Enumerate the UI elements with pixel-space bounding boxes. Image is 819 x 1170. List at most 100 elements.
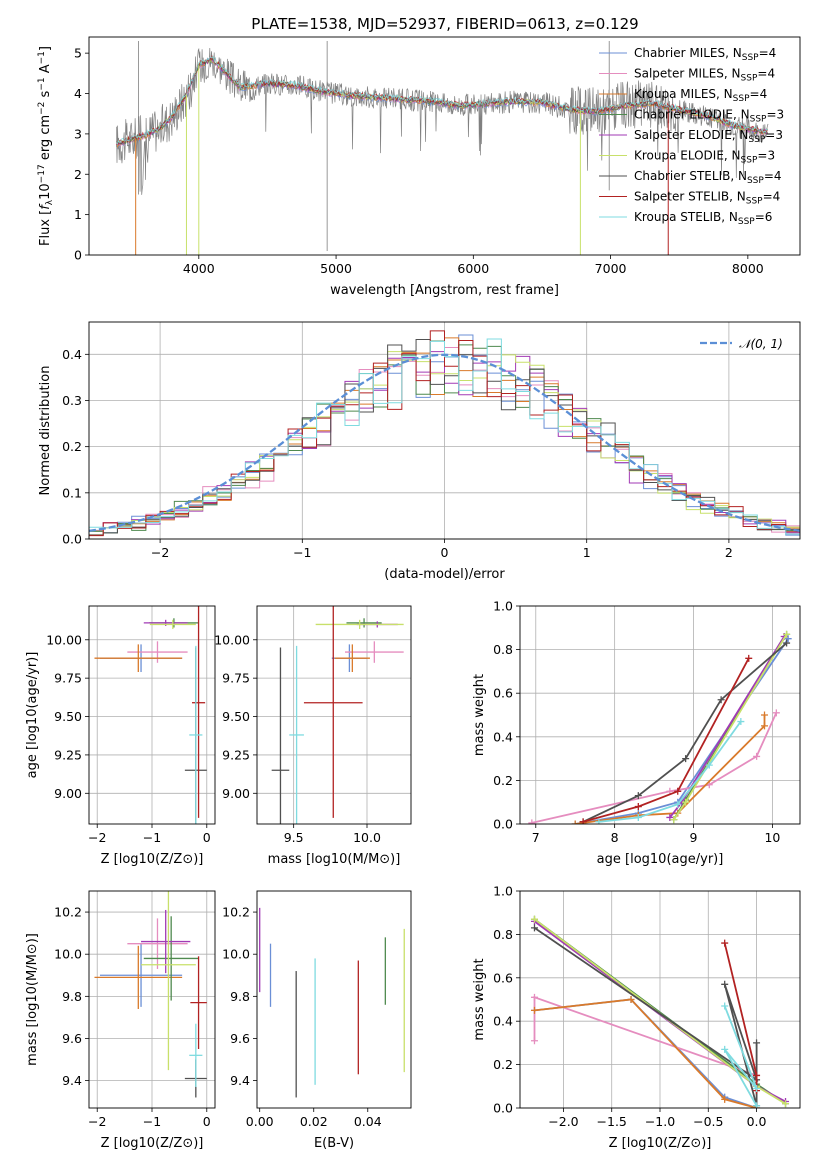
series-kroupa-elodie	[670, 630, 791, 824]
y-tick-label: 0	[74, 248, 82, 263]
axes-frame	[256, 890, 412, 1109]
errorbar-salpeter-stelib	[191, 606, 206, 818]
y-tick-label: 0.4	[493, 729, 513, 744]
errorbar-kroupa-stelib	[289, 645, 304, 824]
errorbar-salpeter-miles	[345, 641, 404, 663]
x-tick-label: 0.00	[246, 1114, 274, 1129]
x-tick-label: 5000	[320, 261, 352, 276]
y-tick-label: 0.1	[62, 485, 82, 500]
series-point	[579, 818, 587, 824]
y-tick-label: 9.8	[62, 989, 82, 1004]
plot-area-weight-vs-age	[528, 630, 792, 824]
errorbar-salpeter-elodie	[141, 909, 191, 974]
x-tick-label: 2	[725, 545, 733, 560]
panel-weight-vs-age: 7 8 9 10 0.0 0.2 0.4 0.6 0.8 1.0 age [log10(age/yr…	[472, 599, 801, 867]
series-point	[634, 813, 642, 821]
axes-frame	[256, 605, 412, 825]
x-tick-label: 7	[532, 830, 540, 845]
x-tick-label: 0.04	[354, 1114, 382, 1129]
x-tick-label: 9	[690, 830, 698, 845]
series-point	[530, 993, 538, 1001]
y-tick-label: 9.75	[54, 671, 82, 686]
errorbar-chabrier-elodie	[143, 916, 199, 1001]
y-tick-label: 0.8	[493, 642, 513, 657]
figure-title: PLATE=1538, MJD=52937, FIBERID=0613, z=0…	[251, 15, 638, 33]
y-tick-label: 0.2	[493, 773, 513, 788]
series-point	[721, 980, 729, 988]
axes-frame	[88, 890, 216, 1109]
y-tick-label: 9.25	[222, 747, 250, 762]
y-tick-label: 0.0	[493, 817, 513, 832]
y-tick-label: 9.25	[54, 747, 82, 762]
y-tick-label: 9.50	[54, 709, 82, 724]
plot-area-weight-vs-Z	[530, 915, 790, 1108]
spectrum-model-kroupa-stelib	[116, 55, 768, 145]
y-tick-label: 2	[74, 167, 82, 182]
x-axis-label: E(B-V)	[314, 1136, 354, 1151]
x-tick-label: 0.0	[747, 1114, 767, 1129]
y-tick-label: 1	[74, 207, 82, 222]
axes-frame	[519, 890, 801, 1109]
y-tick-label: 9.6	[62, 1031, 82, 1046]
y-tick-label: 3	[74, 126, 82, 141]
y-tick-label: 10.0	[54, 947, 82, 962]
x-tick-label: −1.5	[597, 1114, 627, 1129]
legend-label: Kroupa STELIB, NSSP=6	[634, 210, 772, 227]
series-point	[721, 1095, 729, 1103]
series-kroupa-stelib	[595, 718, 745, 824]
series-line	[582, 657, 750, 823]
series-point	[627, 996, 635, 1003]
axes-frame	[88, 36, 801, 256]
x-axis-label: mass [log10(M/M⊙)]	[268, 852, 401, 867]
y-tick-label: 0.0	[493, 1101, 513, 1116]
y-tick-label: 9.4	[230, 1073, 250, 1088]
series-chabrier-stelib	[530, 924, 761, 1108]
x-tick-label: 10	[764, 830, 780, 845]
y-tick-label: 0.2	[493, 1057, 513, 1072]
series-point	[705, 761, 713, 769]
x-tick-label: −0.5	[693, 1114, 723, 1129]
series-point	[721, 1045, 729, 1053]
x-axis-label: Z [log10(Z/Z⊙)]	[101, 1136, 204, 1151]
series-point	[772, 709, 780, 717]
series-point	[782, 1100, 790, 1108]
series-point	[528, 819, 536, 824]
series-point	[745, 654, 753, 662]
y-tick-label: 9.4	[62, 1073, 82, 1088]
legend-label: Chabrier STELIB, NSSP=4	[634, 169, 782, 186]
series-line	[723, 1005, 758, 1107]
x-axis-label: Z [log10(Z/Z⊙)]	[609, 1136, 712, 1151]
y-tick-label: 9.8	[230, 989, 250, 1004]
series-point	[721, 1002, 729, 1010]
y-axis-label: Flux [fλ10−17 erg cm−2 s−1 A−1]	[37, 46, 55, 246]
x-axis-label: Z [log10(Z/Z⊙)]	[101, 852, 204, 867]
series-point	[753, 1084, 761, 1092]
series-point	[634, 803, 642, 811]
x-tick-label: 9.5	[284, 830, 304, 845]
series-line	[534, 998, 757, 1108]
y-tick-label: 0.4	[62, 347, 82, 362]
panel-residuals: −2 −1 0 1 2 0.0 0.1 0.2 0.3 0.4 (data-model)/error…	[38, 321, 801, 582]
y-axis-label: mass weight	[472, 674, 487, 756]
y-tick-label: 0.6	[493, 970, 513, 985]
y-tick-label: 10.0	[222, 947, 250, 962]
panel-mass-vs-ebv: 0.00 0.02 0.04 9.4 9.6 9.8 10.0 10.2 E(B-V)	[222, 890, 412, 1151]
series-line	[531, 712, 778, 824]
series-point	[717, 696, 725, 704]
series-line	[533, 927, 759, 1107]
spectrum-legend: Chabrier MILES, NSSP=4 Salpeter MILES, NS…	[599, 46, 784, 227]
y-tick-label: 10.2	[54, 905, 82, 920]
plot-area-mass-vs-ebv	[259, 907, 405, 1098]
y-axis-label: Normed distribution	[38, 366, 53, 496]
y-tick-label: 5	[74, 46, 82, 61]
y-tick-label: 0.8	[493, 927, 513, 942]
legend-label-normal: 𝒩(0, 1)	[739, 337, 783, 351]
legend-label: Salpeter STELIB, NSSP=4	[634, 190, 780, 207]
plot-area-age-vs-Z	[94, 606, 207, 824]
panel-age-vs-Z: −2 −1 0 9.00 9.25 9.50 9.75 10.00 Z [log10(Z/Z⊙)…	[25, 605, 216, 867]
x-tick-label: −2	[88, 830, 106, 845]
errorbar-chabrier-stelib	[271, 647, 290, 824]
series-point	[783, 639, 791, 647]
legend-label: Kroupa ELODIE, NSSP=3	[634, 149, 775, 166]
series-kroupa-miles	[571, 711, 769, 824]
